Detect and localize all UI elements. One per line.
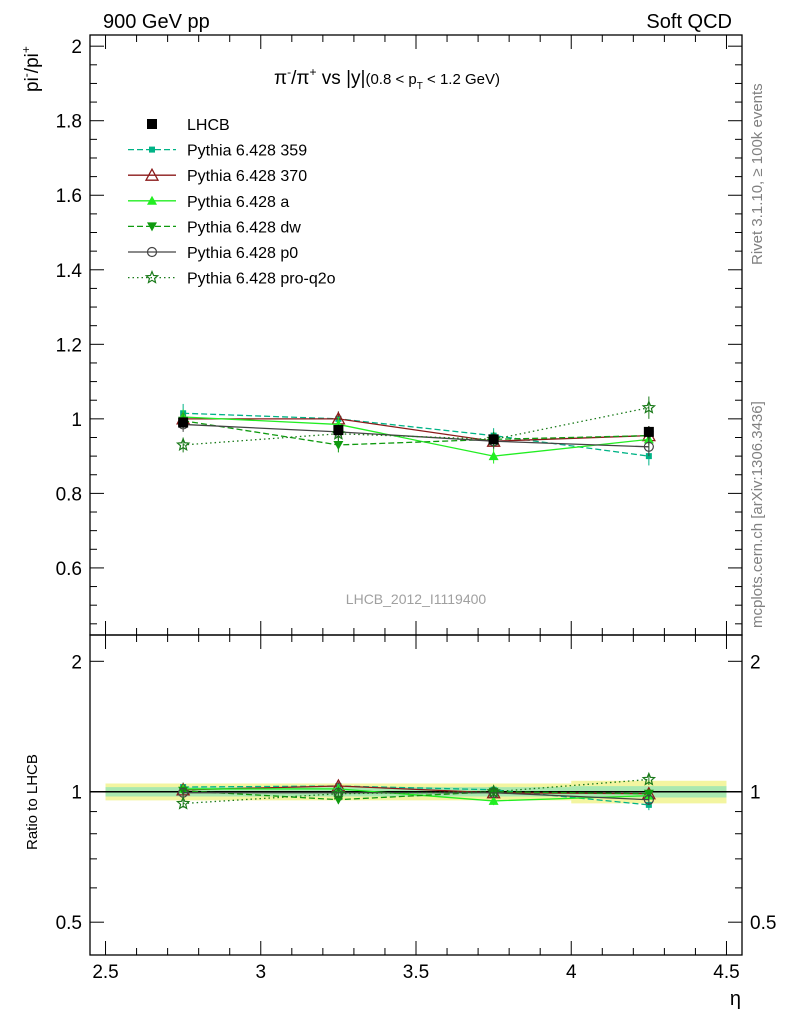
legend-item-4: Pythia 6.428 dw [128, 219, 301, 236]
title-pi: π [274, 68, 287, 89]
x-axis-label: η [730, 988, 741, 1010]
legend-label-3: Pythia 6.428 a [187, 194, 289, 211]
series-line-main-1 [183, 418, 649, 442]
mcplots-label: mcplots.cern.ch [arXiv:1306.3436] [749, 401, 766, 628]
ytick-main-label-6: 1.8 [56, 112, 82, 133]
data-series [178, 417, 654, 445]
legend-item-2: Pythia 6.428 370 [128, 167, 307, 185]
legend-item-5: Pythia 6.428 p0 [128, 245, 298, 262]
series-point-ratio-5-2 [486, 784, 501, 798]
series-line-main-4 [183, 423, 649, 448]
main-ylabel: pi-/pi+ [19, 46, 43, 92]
title-vs: vs |y| [317, 68, 366, 89]
ylabel-base: pi [22, 77, 43, 92]
header-left: 900 GeV pp [103, 11, 210, 33]
data-point-2 [488, 434, 499, 445]
ytick-ratio-label-right-1: 1 [750, 783, 761, 804]
legend-marker-0 [147, 119, 157, 129]
legend-label-4: Pythia 6.428 dw [187, 219, 301, 236]
legend-marker-4 [147, 222, 157, 232]
series-point-main-5-0 [175, 437, 191, 452]
series-layer [175, 396, 657, 811]
xtick-label-4: 4.5 [713, 962, 739, 983]
series-4 [178, 416, 654, 805]
series-line-ratio-3 [183, 790, 649, 801]
ylabel-sup2: + [19, 46, 33, 53]
series-point-ratio-3-3 [643, 789, 654, 799]
ylabel-sup1: - [19, 73, 33, 77]
ytick-main-label-2: 1 [71, 410, 82, 431]
legend-label-6: Pythia 6.428 pro-q2o [187, 271, 336, 288]
series-line-main-5 [183, 407, 649, 446]
title-range-sub: T [417, 81, 423, 92]
series-point-ratio-4-3 [643, 794, 654, 805]
title-range-close: < 1.2 GeV) [423, 71, 500, 88]
ytick-ratio-label-left-0: 0.5 [56, 913, 82, 934]
legend-item-3: Pythia 6.428 a [128, 194, 289, 211]
series-point-main-4-3 [643, 441, 654, 452]
legend-label-1: Pythia 6.428 359 [187, 143, 307, 160]
legend-marker-6 [144, 270, 160, 284]
legend-label-2: Pythia 6.428 370 [187, 168, 307, 185]
data-point-3 [643, 426, 654, 437]
ytick-main-label-5: 1.6 [56, 186, 82, 207]
legend-marker-5 [146, 246, 158, 258]
ytick-main-label-1: 0.8 [56, 484, 82, 505]
series-point-main-2-2 [488, 451, 499, 461]
xtick-label-2: 3.5 [403, 962, 429, 983]
series-point-ratio-5-0 [175, 795, 191, 810]
watermark: LHCB_2012_I1119400 [346, 591, 487, 607]
series-point-ratio-5-3 [641, 771, 657, 786]
header-right: Soft QCD [646, 11, 732, 33]
series-line-main-3 [183, 420, 649, 446]
legend: LHCB Pythia 6.428 359 Pythia 6.428 370 Pyth… [128, 117, 336, 288]
axes-layer: 2.5 3 3.5 4 4.5 0.6 0.8 1 1.2 1.4 1.6 1.8 2 0.5 0.5 1 1 2… [56, 34, 776, 983]
series-3 [178, 413, 654, 805]
legend-item-0: LHCB [147, 117, 230, 134]
title-slash: /π [291, 68, 309, 89]
data-point-0 [178, 417, 189, 428]
ytick-ratio-label-right-0: 0.5 [750, 913, 776, 934]
ytick-ratio-label-left-2: 2 [71, 652, 82, 673]
data-point-1 [333, 425, 344, 436]
title-plus: + [310, 65, 317, 79]
series-0 [180, 403, 652, 811]
series-line-ratio-2 [183, 788, 649, 802]
series-line-ratio-0 [183, 785, 649, 806]
xtick-label-3: 4 [566, 962, 577, 983]
ytick-ratio-label-right-2: 2 [750, 652, 761, 673]
series-line-main-2 [183, 416, 649, 457]
plot-title: π-/π+ vs |y|(0.8 < pT < 1.2 GeV) [274, 65, 500, 92]
ytick-main-label-4: 1.4 [56, 261, 83, 282]
xtick-label-0: 2.5 [92, 962, 118, 983]
series-line-ratio-5 [183, 778, 649, 805]
legend-item-1: Pythia 6.428 359 [128, 143, 307, 160]
legend-label-0: LHCB [187, 117, 230, 134]
xtick-label-1: 3 [255, 962, 266, 983]
rivet-label: Rivet 3.1.10, ≥ 100k events [749, 83, 766, 265]
series-point-main-3-1 [333, 440, 344, 450]
series-line-main-0 [183, 412, 649, 457]
ytick-main-label-3: 1.2 [56, 335, 82, 356]
series-2 [178, 409, 654, 806]
series-point-main-5-3 [641, 400, 657, 414]
title-range-open: (0.8 < p [365, 71, 416, 88]
ytick-main-label-7: 2 [71, 37, 82, 58]
series-line-ratio-4 [183, 792, 649, 801]
ratio-ylabel: Ratio to LHCB [24, 754, 41, 850]
ylabel-mid: /pi [22, 53, 43, 73]
ytick-main-label-0: 0.6 [56, 559, 82, 580]
legend-item-6: Pythia 6.428 pro-q2o [128, 270, 336, 288]
legend-label-5: Pythia 6.428 p0 [187, 245, 298, 262]
legend-marker-3 [147, 195, 157, 205]
legend-marker-1 [149, 146, 155, 153]
legend-marker-2 [144, 167, 160, 181]
title-minus: - [287, 65, 291, 79]
series-point-ratio-2-2 [488, 795, 499, 805]
ytick-ratio-label-left-1: 1 [71, 783, 82, 804]
series-point-ratio-5-1 [331, 786, 346, 800]
